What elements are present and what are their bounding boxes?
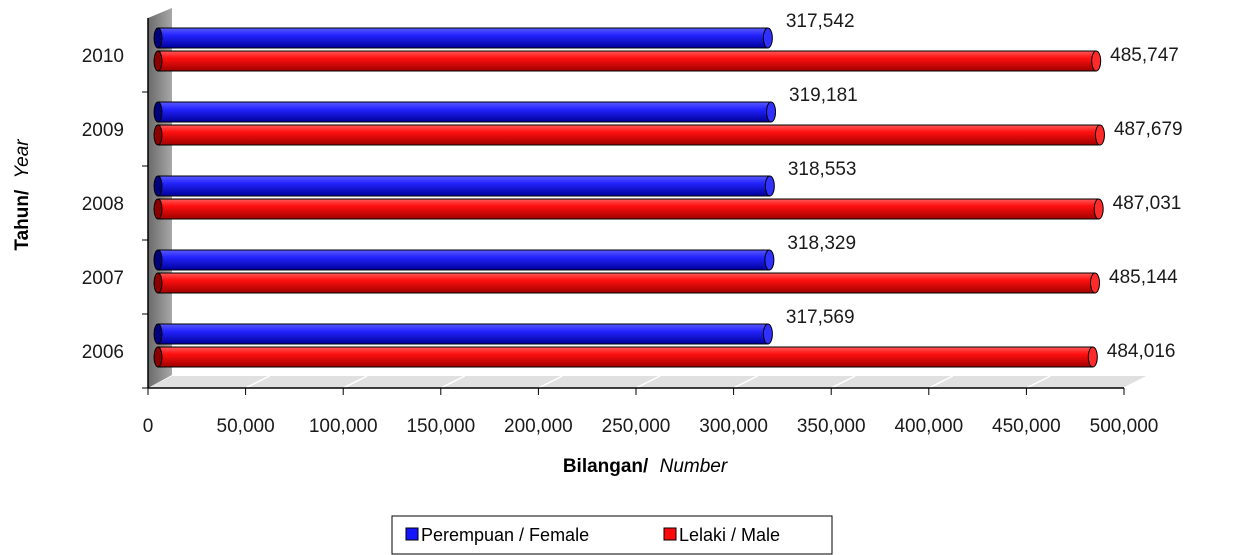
y-axis-title: Tahun/ Year	[12, 139, 33, 251]
floor-gridlines	[245, 375, 1149, 389]
x-tick-label: 450,000	[992, 416, 1061, 437]
bar-start-cap	[153, 124, 163, 146]
data-label: 317,569	[786, 307, 855, 328]
bar-end-cap	[1087, 346, 1098, 368]
y-axis-title-bold: Tahun/	[12, 189, 33, 251]
bar-body	[157, 198, 1100, 220]
data-label: 318,329	[787, 233, 856, 254]
floor-gridline	[635, 375, 661, 389]
bar-start-cap	[153, 175, 163, 197]
bar-start-cap	[153, 198, 163, 220]
data-label: 484,016	[1107, 341, 1176, 362]
bar	[153, 124, 1105, 146]
floor-gridline	[440, 375, 466, 389]
bar	[153, 27, 773, 49]
floor-gridline	[928, 375, 954, 389]
legend-box	[391, 515, 833, 555]
bar-end-cap	[764, 175, 775, 197]
legend-label-female: Perempuan / Female	[421, 525, 589, 545]
x-axis-title-bold: Bilangan/	[563, 456, 649, 477]
x-tick-label: 250,000	[602, 416, 671, 437]
y-tick-label: 2008	[82, 194, 124, 215]
data-label: 487,031	[1113, 193, 1182, 214]
y-tick-label: 2007	[82, 268, 124, 289]
bar-end-cap	[766, 101, 777, 123]
floor-gridline	[342, 375, 368, 389]
bar-start-cap	[153, 27, 163, 49]
bar-end-cap	[1091, 50, 1102, 72]
bar-end-cap	[764, 249, 775, 271]
bar-start-cap	[153, 346, 163, 368]
x-tick-label: 150,000	[406, 416, 475, 437]
bars	[153, 27, 1105, 368]
floor-gridline	[1026, 375, 1051, 389]
floor-gridline	[245, 375, 270, 389]
data-label: 485,144	[1109, 267, 1178, 288]
data-label: 487,679	[1114, 119, 1183, 140]
bar-body	[157, 124, 1101, 146]
floor-gridline	[538, 375, 563, 389]
x-axis-ticks: 0 50,000 100,000 150,000 200,000 250,000 300,0…	[143, 388, 1159, 437]
legend-label-male: Lelaki / Male	[679, 525, 780, 545]
bar-start-cap	[153, 101, 163, 123]
bar-body	[157, 272, 1096, 294]
bar-start-cap	[153, 272, 163, 294]
bar-body	[157, 50, 1097, 72]
data-labels: 317,542 485,747 319,181 487,679 318,553 487,0…	[786, 11, 1183, 362]
bar-body	[157, 346, 1094, 368]
x-tick-label: 350,000	[797, 416, 866, 437]
y-tick-label: 2006	[82, 342, 124, 363]
bar-body	[157, 323, 769, 345]
data-label: 318,553	[788, 159, 857, 180]
bar	[153, 175, 775, 197]
bar-end-cap	[1093, 198, 1104, 220]
bar	[153, 272, 1101, 294]
bar	[153, 249, 775, 271]
x-tick-label: 200,000	[504, 416, 573, 437]
bar-start-cap	[153, 323, 163, 345]
bar	[153, 346, 1098, 368]
floor-gridline	[830, 375, 856, 389]
x-axis-title-italic: Number	[660, 456, 728, 477]
legend-swatch-male	[663, 527, 677, 541]
bar-body	[157, 27, 769, 49]
y-tick-label: 2010	[82, 46, 124, 67]
bar-body	[157, 249, 770, 271]
bar-end-cap	[762, 27, 773, 49]
x-tick-label: 500,000	[1090, 416, 1159, 437]
bar-end-cap	[762, 323, 773, 345]
bar-body	[157, 101, 772, 123]
x-tick-label: 100,000	[309, 416, 378, 437]
data-label: 485,747	[1110, 45, 1179, 66]
x-tick-label: 400,000	[894, 416, 963, 437]
data-label: 317,542	[786, 11, 855, 32]
x-tick-label: 50,000	[217, 416, 275, 437]
data-label: 319,181	[789, 85, 858, 106]
bar-end-cap	[1090, 272, 1101, 294]
floor-gridline	[1123, 375, 1149, 389]
y-axis-title-italic: Year	[12, 139, 33, 179]
x-tick-label: 0	[143, 416, 154, 437]
floor-gridline	[733, 375, 758, 389]
bar	[153, 50, 1102, 72]
x-axis-title: Bilangan/ Number	[563, 456, 728, 477]
bar-body	[157, 175, 771, 197]
bar	[153, 101, 777, 123]
bar-end-cap	[1094, 124, 1105, 146]
bar	[153, 198, 1104, 220]
bar	[153, 323, 773, 345]
legend-swatch-female	[405, 527, 419, 541]
bar-start-cap	[153, 249, 163, 271]
y-axis-ticks: 2010 2009 2008 2007 2006	[82, 46, 148, 389]
legend: Perempuan / Female Lelaki / Male	[391, 515, 833, 555]
x-tick-label: 300,000	[699, 416, 768, 437]
y-tick-label: 2009	[82, 120, 124, 141]
bar-start-cap	[153, 50, 163, 72]
